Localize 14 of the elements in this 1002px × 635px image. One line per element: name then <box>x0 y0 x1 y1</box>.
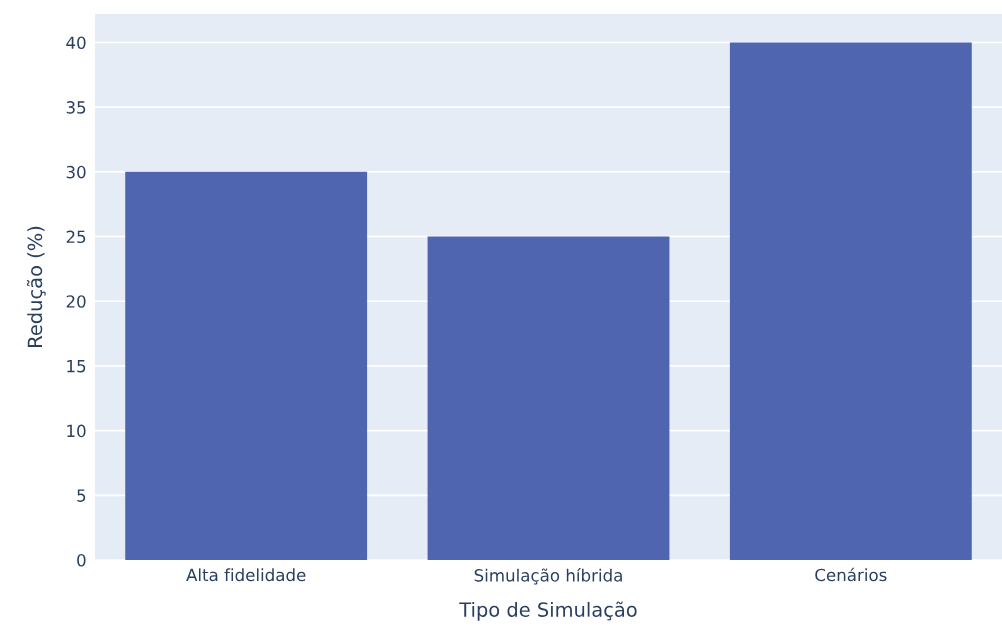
x-tick-label: Cenários <box>815 567 887 582</box>
x-tick-label: Alta fidelidade <box>186 568 306 582</box>
y-tick-label: 40 <box>66 36 86 50</box>
y-tick-label: 35 <box>66 101 86 114</box>
y-tick-label: 15 <box>67 360 86 373</box>
x-tick-label: Simulação híbrida <box>474 568 622 585</box>
x-axis-title: Tipo de Simulação <box>459 601 637 621</box>
y-tick-label: 25 <box>66 230 86 244</box>
y-tick-label: 30 <box>66 165 86 179</box>
y-tick-label: 0 <box>77 553 86 567</box>
y-tick-label: 10 <box>67 424 86 438</box>
y-axis-title: Redução (%) <box>26 226 46 347</box>
y-tick-label: 20 <box>66 295 86 308</box>
y-tick-label: 5 <box>77 489 86 502</box>
